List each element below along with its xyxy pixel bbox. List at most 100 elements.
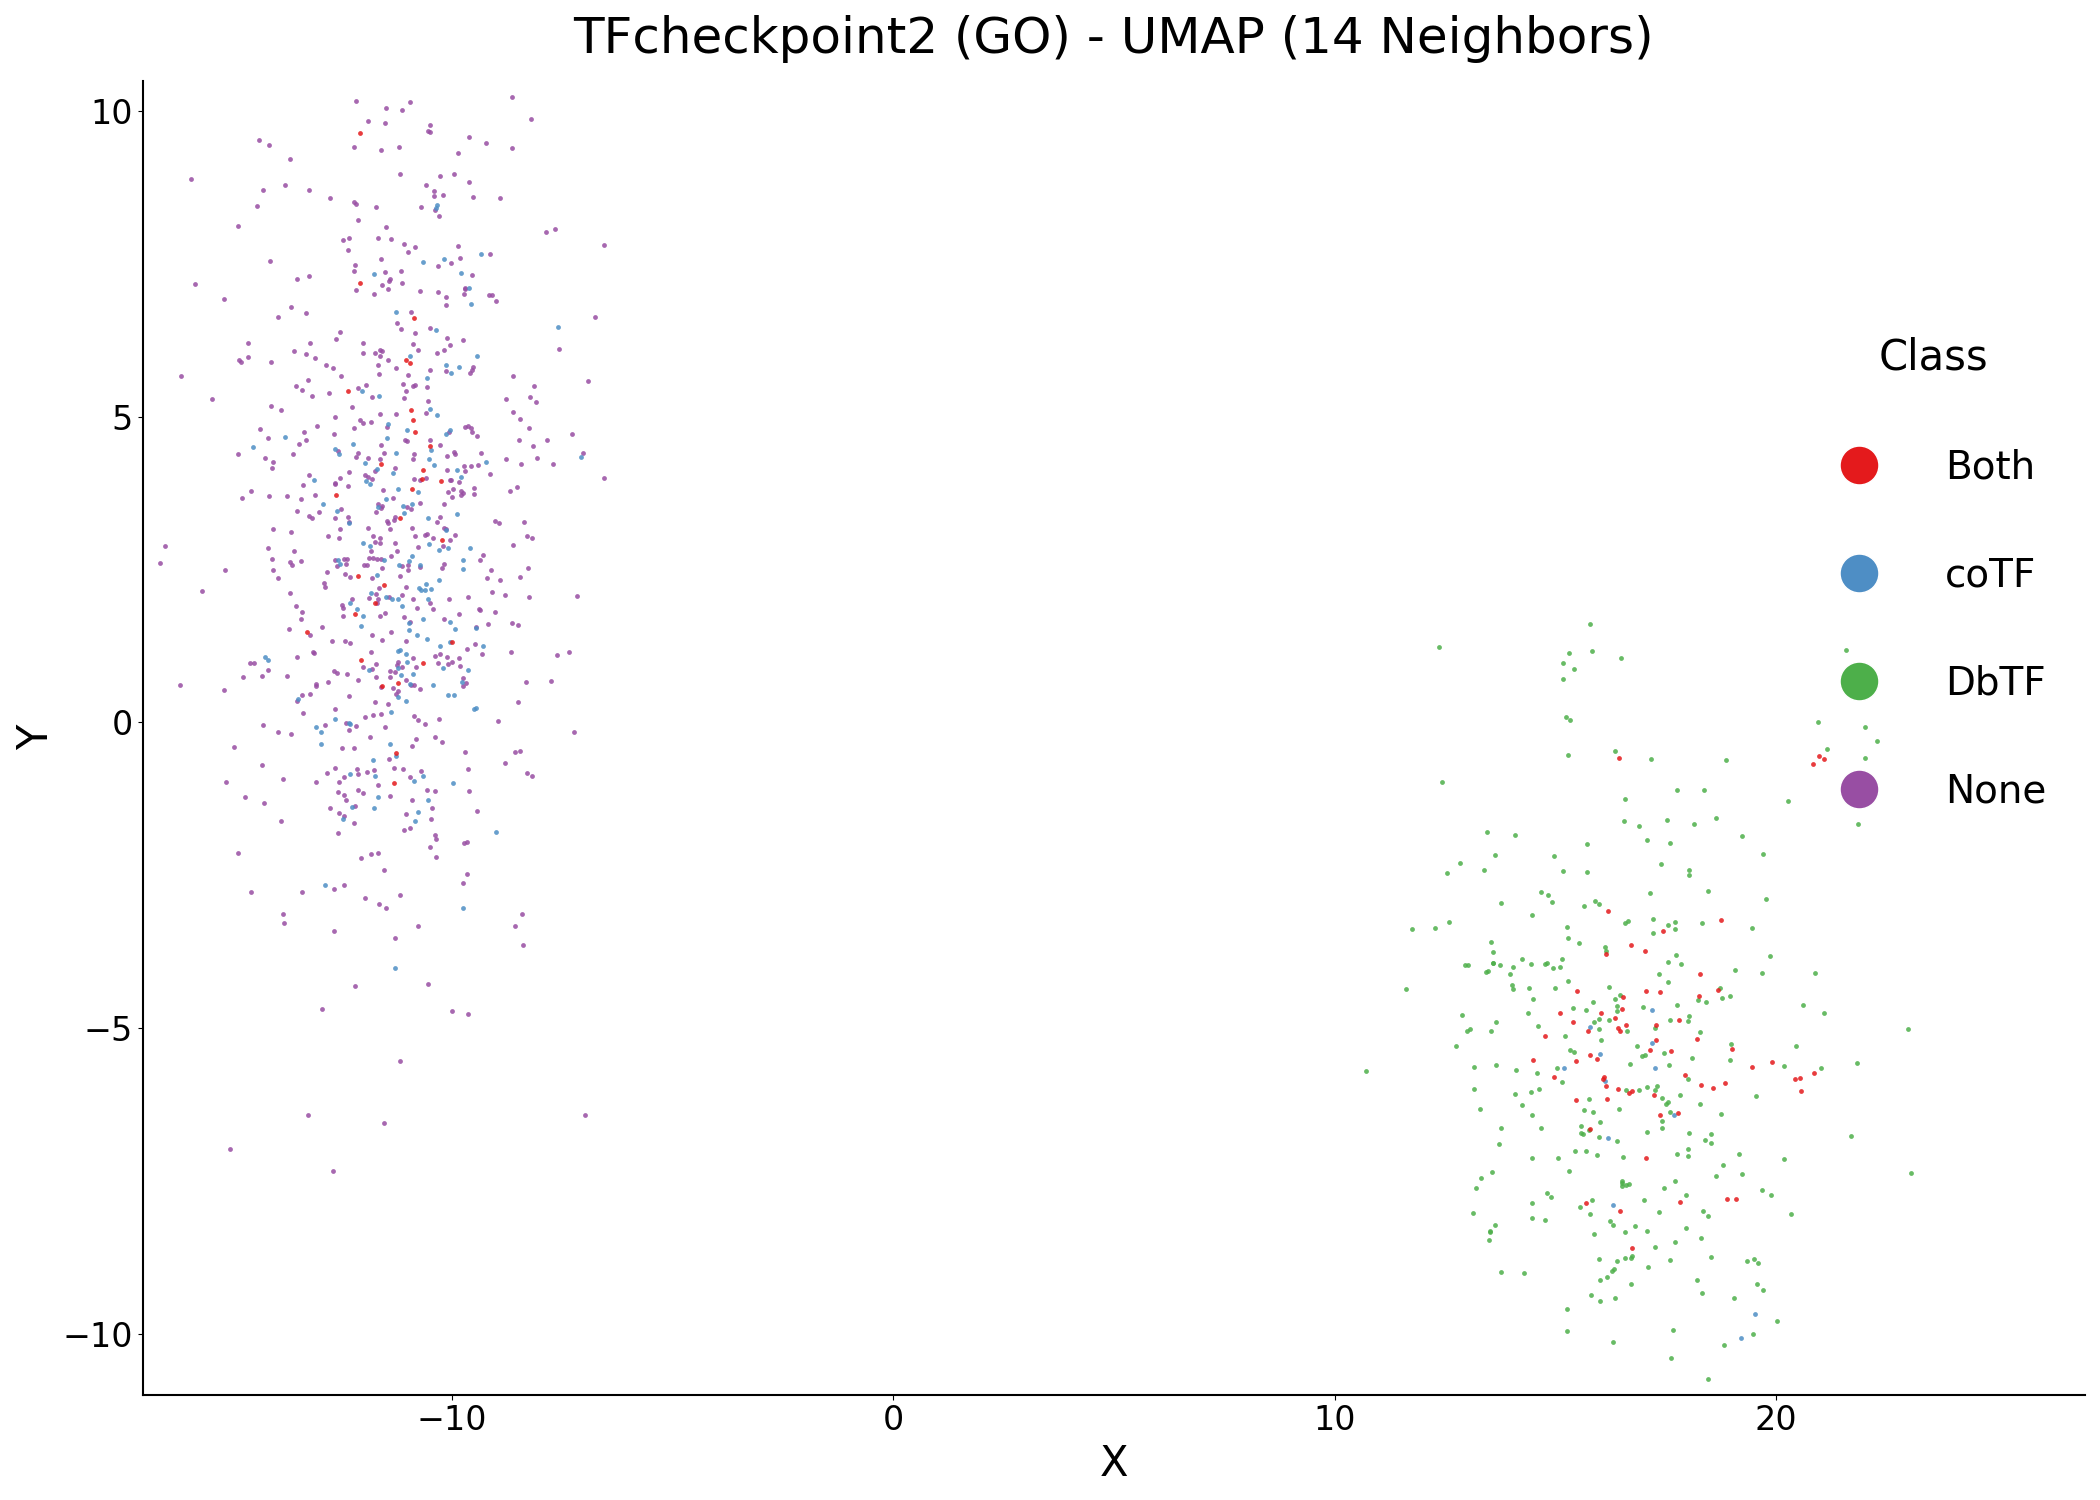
None xyxy=(298,672,332,696)
None xyxy=(437,440,470,464)
coTF xyxy=(410,627,443,651)
None xyxy=(355,843,388,867)
None xyxy=(365,628,399,652)
coTF xyxy=(412,586,445,610)
DbTF xyxy=(1579,890,1613,914)
None xyxy=(319,327,353,351)
DbTF xyxy=(1520,1060,1554,1084)
coTF xyxy=(447,548,481,572)
DbTF xyxy=(1613,1172,1646,1196)
None xyxy=(332,237,365,261)
None xyxy=(386,232,420,256)
None xyxy=(277,339,311,363)
None xyxy=(292,177,326,201)
None xyxy=(401,596,435,619)
DbTF xyxy=(1577,990,1611,1014)
DbTF xyxy=(1804,1056,1838,1080)
None xyxy=(328,765,361,789)
None xyxy=(433,333,466,357)
coTF xyxy=(386,495,420,519)
None xyxy=(504,566,538,590)
None xyxy=(397,442,430,466)
DbTF xyxy=(1430,861,1464,885)
None xyxy=(462,453,496,477)
coTF xyxy=(386,501,420,525)
DbTF xyxy=(1583,1110,1617,1134)
coTF xyxy=(1636,998,1670,1022)
None xyxy=(340,376,374,400)
None xyxy=(256,450,290,474)
coTF xyxy=(317,436,351,460)
None xyxy=(286,702,319,726)
DbTF xyxy=(1483,952,1516,976)
DbTF xyxy=(1747,1278,1781,1302)
None xyxy=(384,316,418,340)
None xyxy=(430,444,464,468)
None xyxy=(393,90,426,114)
DbTF xyxy=(1579,1143,1613,1167)
None xyxy=(279,375,313,399)
coTF xyxy=(454,291,487,315)
coTF xyxy=(380,300,414,324)
DbTF xyxy=(1457,1077,1491,1101)
Title: TFcheckpoint2 (GO) - UMAP (14 Neighbors): TFcheckpoint2 (GO) - UMAP (14 Neighbors) xyxy=(573,15,1655,63)
None xyxy=(487,584,521,608)
None xyxy=(380,310,414,334)
DbTF xyxy=(1604,982,1638,1006)
DbTF xyxy=(1609,1246,1642,1270)
None xyxy=(443,246,477,270)
Both xyxy=(382,672,416,696)
DbTF xyxy=(1535,956,1569,980)
coTF xyxy=(447,556,481,580)
None xyxy=(349,464,382,488)
DbTF xyxy=(1451,1019,1485,1042)
DbTF xyxy=(1544,956,1577,980)
DbTF xyxy=(1615,1246,1649,1270)
Both xyxy=(1586,1068,1619,1092)
None xyxy=(357,524,391,548)
DbTF xyxy=(1787,993,1821,1017)
coTF xyxy=(393,344,426,368)
DbTF xyxy=(1802,710,1835,734)
DbTF xyxy=(1684,1092,1718,1116)
None xyxy=(391,240,424,264)
None xyxy=(452,1002,485,1026)
None xyxy=(321,821,355,844)
DbTF xyxy=(1861,729,1894,753)
coTF xyxy=(361,495,395,519)
None xyxy=(536,452,569,476)
coTF xyxy=(1657,1102,1691,1126)
coTF xyxy=(349,452,382,476)
DbTF xyxy=(1604,1174,1638,1198)
None xyxy=(435,252,468,276)
Both xyxy=(1703,908,1737,932)
Both xyxy=(1783,1065,1816,1089)
None xyxy=(338,278,372,302)
Both xyxy=(1701,978,1735,1002)
DbTF xyxy=(1577,1010,1611,1034)
coTF xyxy=(433,610,466,634)
None xyxy=(220,214,254,238)
None xyxy=(416,597,449,621)
None xyxy=(414,807,447,831)
DbTF xyxy=(1470,821,1504,844)
coTF xyxy=(355,582,388,606)
coTF xyxy=(464,242,498,266)
None xyxy=(346,656,380,680)
coTF xyxy=(370,585,403,609)
Both xyxy=(1638,1013,1672,1036)
None xyxy=(225,350,258,374)
coTF xyxy=(361,384,395,408)
DbTF xyxy=(1699,807,1732,831)
None xyxy=(372,268,405,292)
Both xyxy=(1590,942,1623,966)
coTF xyxy=(357,795,391,819)
coTF xyxy=(359,764,393,788)
None xyxy=(334,566,367,590)
None xyxy=(388,427,422,451)
None xyxy=(231,345,265,369)
Both xyxy=(1707,1071,1741,1095)
DbTF xyxy=(1741,1272,1774,1296)
None xyxy=(361,772,395,796)
DbTF xyxy=(1724,824,1758,848)
